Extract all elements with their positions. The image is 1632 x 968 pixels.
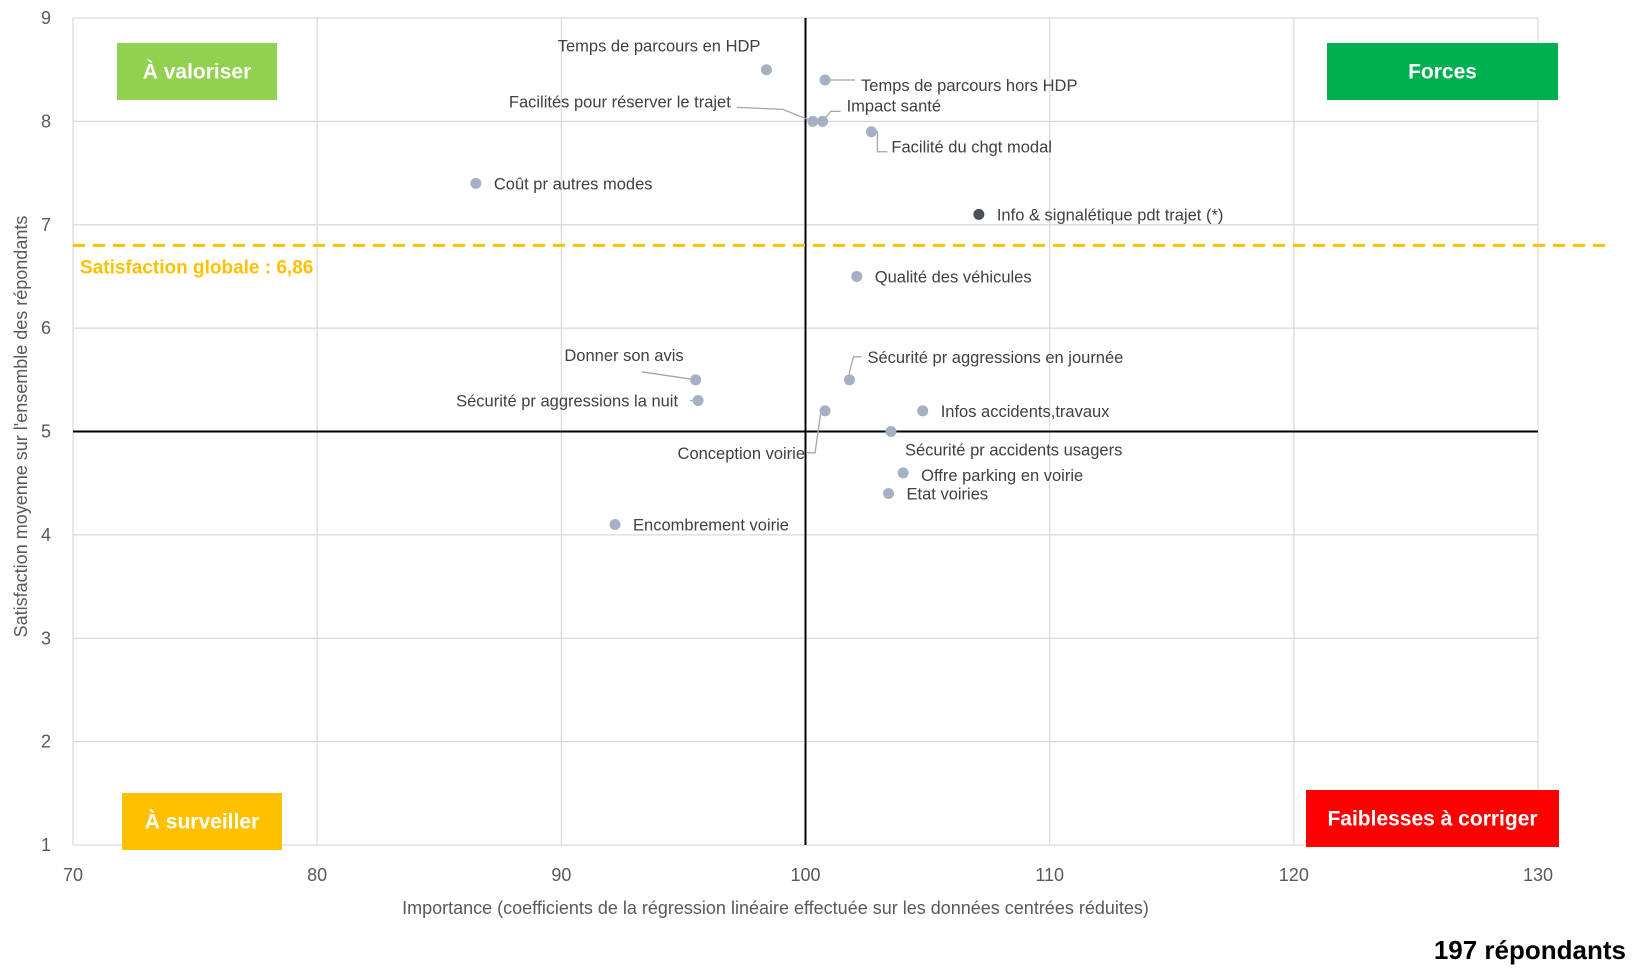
x-tick-label: 130 [1523, 865, 1553, 885]
point-label: Donner son avis [564, 347, 683, 365]
point-label: Qualité des véhicules [875, 268, 1032, 286]
x-axis-title: Importance (coefficients de la régressio… [402, 898, 1149, 918]
leader-lines [641, 79, 888, 454]
point-label: Info & signalétique pdt trajet (*) [997, 206, 1224, 224]
point-label: Etat voiries [907, 486, 989, 504]
point-label: Facilité du chgt modal [891, 139, 1052, 157]
y-axis-title: Satisfaction moyenne sur l'ensemble des … [11, 216, 31, 638]
leader-line [641, 371, 696, 381]
point-label: Sécurité pr accidents usagers [905, 442, 1122, 460]
data-point [885, 426, 897, 437]
quadrant-label-bottom-right: Faiblesses à corriger [1327, 808, 1537, 831]
data-point [817, 115, 829, 127]
data-point [690, 374, 702, 386]
quadrant-labels: À valoriser Forces À surveiller Faiblesses … [117, 43, 1559, 850]
point-label: Temps de parcours en HDP [558, 38, 761, 56]
data-point [609, 519, 621, 531]
global-satisfaction-label: Satisfaction globale : 6,86 [80, 257, 313, 278]
x-tick-label: 70 [63, 865, 83, 885]
point-label: Facilités pour réserver le trajet [509, 93, 731, 111]
data-point [865, 126, 877, 138]
y-tick-label: 8 [41, 111, 51, 131]
point-labels: Temps de parcours en HDP Temps de parcour… [456, 38, 1223, 535]
y-tick-label: 1 [41, 835, 51, 855]
point-label: Temps de parcours hors HDP [861, 77, 1077, 95]
tick-labels: 1 2 3 4 5 6 7 8 9 70 80 90 100 110 120 130 [41, 8, 1553, 885]
quadrant-box-top-right [1327, 43, 1558, 100]
point-label: Conception voirie [678, 445, 806, 463]
data-point [843, 374, 855, 386]
x-tick-label: 90 [551, 865, 571, 885]
x-tick-label: 100 [790, 865, 820, 885]
y-tick-label: 3 [41, 628, 51, 648]
data-point [470, 177, 482, 189]
x-tick-label: 80 [307, 865, 327, 885]
data-point [760, 64, 772, 76]
point-label: Infos accidents,travaux [941, 403, 1111, 421]
y-tick-label: 9 [41, 8, 51, 28]
point-label: Impact santé [847, 97, 941, 115]
respondents-count: 197 répondants [1433, 935, 1626, 965]
quadrant-box-bottom-right [1306, 790, 1559, 847]
data-point [973, 208, 985, 220]
y-tick-label: 6 [41, 318, 51, 338]
quadrant-box-top-left [117, 43, 277, 100]
data-point [807, 115, 819, 127]
quadrant-label-top-left: À valoriser [143, 61, 252, 84]
data-point [897, 467, 909, 479]
x-tick-label: 110 [1035, 865, 1064, 885]
data-point [851, 270, 863, 282]
data-point [917, 405, 929, 417]
point-label: Encombrement voirie [633, 517, 789, 535]
point-label: Sécurité pr aggressions en journée [867, 349, 1123, 367]
data-point [692, 394, 704, 406]
y-tick-label: 5 [41, 422, 51, 442]
x-tick-label: 120 [1279, 865, 1309, 885]
point-label: Sécurité pr aggressions la nuit [456, 392, 678, 410]
reference-lines: Satisfaction globale : 6,86 [73, 18, 1605, 845]
leader-line [736, 106, 814, 122]
y-tick-label: 7 [41, 215, 51, 235]
data-point [819, 74, 831, 86]
point-label: Offre parking en voirie [921, 467, 1083, 485]
y-tick-label: 4 [41, 525, 51, 545]
y-tick-label: 2 [41, 732, 51, 752]
data-points [470, 64, 985, 531]
point-label: Coût pr autres modes [494, 175, 653, 193]
data-point [883, 488, 895, 500]
quadrant-box-bottom-left [122, 793, 282, 850]
quadrant-label-bottom-left: À surveiller [145, 811, 259, 834]
quadrant-label-top-right: Forces [1408, 61, 1477, 84]
data-point [819, 405, 831, 417]
